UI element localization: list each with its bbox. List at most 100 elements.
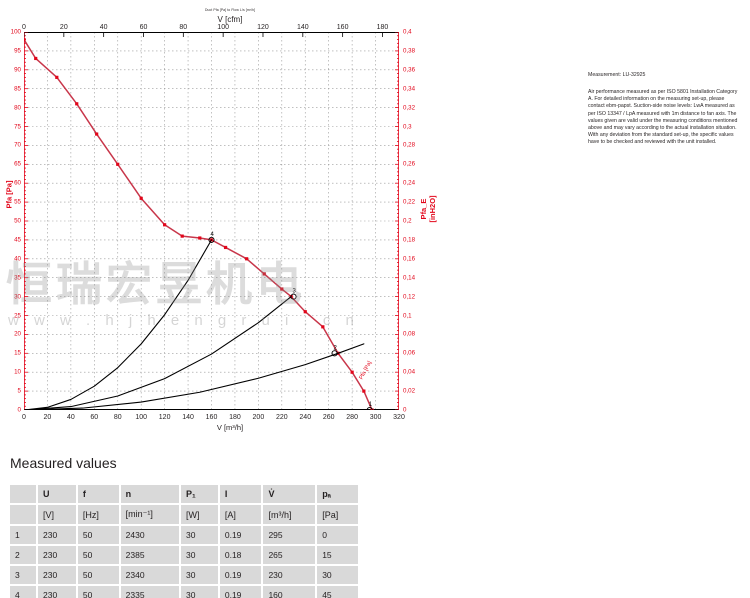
cell-I: 0.19 [219,586,262,598]
table-header-units: [V] [Hz] [min⁻¹] [W] [A] [m³/h] [Pa] [10,505,358,524]
system-curve [23,343,365,411]
y-axis-right-tick-label: 0,24 [403,179,416,187]
y-axis-right-tick-label: 0,26 [403,160,416,168]
cell-V: 265 [263,546,316,564]
curve-data-marker [245,257,249,261]
chart-bottom-axis-label: V [m³/h] [216,423,244,432]
operating-point-3: 3 [290,289,297,300]
x-axis-tick-label: 280 [346,414,358,421]
column-symbol-P₁: P₁ [181,485,218,503]
cell-I: 0.19 [219,566,262,584]
cell-f: 50 [77,586,119,598]
operating-point-4: 4 [208,232,215,243]
y-axis-left-tick-label: 95 [14,47,21,55]
cell-P1: 30 [181,526,218,544]
y-axis-right-tick-label: 0,28 [403,141,416,149]
operating-point-circle [331,350,338,357]
y-axis-right-tick-label: 0,16 [403,255,416,263]
x-axis-tick-label: 260 [322,414,335,421]
operating-point-circle [290,293,297,300]
curve-data-marker [223,245,228,250]
operating-point-label: 2 [334,345,338,351]
x-axis-tick-label: 120 [158,414,171,421]
cell-U: 230 [38,526,76,544]
y-axis-right-tick-label: 0,2 [403,217,412,225]
column-symbol-V̇: V̇ [263,485,316,503]
x-axis-top-tick-label: 140 [296,24,309,31]
x-axis-top-tick-label: 80 [179,24,188,31]
column-symbol-I: I [219,485,262,503]
y-axis-left-tick-label: 85 [14,85,21,93]
y-axis-right-tick-label: 0,1 [403,312,412,319]
chart-top-axis-label: V [cfm] [217,15,243,24]
cell-n: 2430 [120,526,180,544]
table-row: 2 230 50 2385 30 0.18 265 15 [10,546,358,564]
column-unit-P₁: [W] [181,505,218,524]
curve-data-marker [303,310,307,314]
y-axis-right-tick-label: 0,36 [403,66,416,74]
curve-data-marker [321,325,325,329]
x-axis-tick-label: 300 [369,414,382,421]
x-axis-tick-label: 140 [182,414,194,421]
x-axis-top-tick-label: 0 [22,24,26,31]
y-axis-left-tick-label: 0 [17,406,21,414]
cell-P1: 30 [181,546,218,564]
column-unit-V̇: [m³/h] [263,505,316,524]
cell-I: 0.19 [219,526,262,544]
column-symbol-U: U [38,485,76,503]
y-axis-right-tick-label: 0,3 [403,123,412,130]
performance-curve [23,38,373,411]
y-axis-left-tick-label: 65 [14,160,21,168]
operating-point-label: 1 [369,402,373,408]
cell-P1: 30 [181,566,218,584]
y-axis-right-tick-label: 0,22 [403,198,416,206]
y-axis-right-tick-label: 0,06 [403,349,416,357]
curve-data-marker [262,272,266,276]
y-axis-right-tick-label: 0,4 [403,28,412,36]
measured-values-heading: Measured values [10,455,117,471]
measurement-note-body: Air performance measured as per ISO 5801… [588,89,738,146]
column-symbol-pₐ: pₐ [317,485,358,503]
cell-n: 2335 [120,586,180,598]
y-axis-right-tick-label: 0,32 [403,104,416,112]
y-axis-left-tick-label: 25 [14,312,21,319]
fan-performance-chart: Duct Pfa [Pa] to Flow L/s [m³/h] V [cfm]… [0,0,445,445]
curve-data-marker [350,370,354,374]
y-axis-right-tick-label: 0,14 [403,274,416,282]
operating-point-circle [208,236,215,243]
column-unit-n: [min⁻¹] [120,505,180,524]
column-unit-f: [Hz] [77,505,119,524]
cell-pa: 0 [317,526,358,544]
measurement-notes: Measurement: LU-32925 Air performance me… [588,72,738,147]
y-axis-right-tick-label: 0,12 [403,293,416,301]
table-row: 3 230 50 2340 30 0.19 230 30 [10,566,358,584]
curve-data-marker [34,56,38,61]
y-axis-right-tick-label: 0,38 [403,47,416,55]
operating-point-2: 2 [331,345,338,357]
chart-plot-area: 1 2 3 4 Pfa [Pa] [22,31,400,414]
curve-data-marker [139,196,143,200]
y-axis-left-tick-label: 30 [14,293,21,301]
y-axis-right-tick-label: 0,08 [403,330,416,338]
chart-right-axis-label: Pfa_E [inH2O] [419,195,437,223]
curve-data-marker [75,102,79,106]
column-unit-pₐ: [Pa] [317,505,358,524]
curve-data-marker [116,162,120,166]
x-axis-top-tick-label: 60 [139,24,148,31]
table-row: 4 230 50 2335 30 0.19 160 45 [10,586,358,598]
y-axis-left-tick-label: 100 [10,28,21,36]
y-axis-right-tick-label: 0,04 [403,368,416,376]
x-axis-tick-label: 240 [299,414,312,421]
y-axis-left-tick-label: 5 [17,387,21,395]
y-axis-left-tick-label: 55 [14,198,21,206]
performance-curve-label: Pfa [Pa] [359,360,374,381]
chart-svg: 1 2 3 4 Pfa [Pa] [22,31,400,414]
curve-data-marker [180,234,184,238]
x-axis-tick-label: 180 [229,414,241,421]
y-axis-right-tick-label: 0 [403,406,407,414]
y-axis-left-tick-label: 50 [14,217,21,225]
